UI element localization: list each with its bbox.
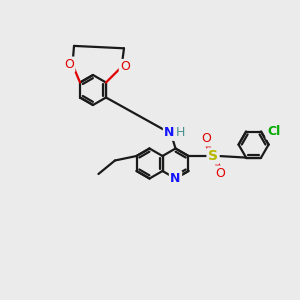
- Text: O: O: [64, 58, 74, 71]
- Text: N: N: [170, 172, 181, 185]
- Text: N: N: [164, 126, 175, 140]
- Text: O: O: [215, 167, 225, 180]
- Text: O: O: [202, 132, 212, 145]
- Text: H: H: [176, 126, 185, 140]
- Text: S: S: [208, 149, 218, 163]
- Text: O: O: [120, 60, 130, 74]
- Text: Cl: Cl: [267, 125, 280, 138]
